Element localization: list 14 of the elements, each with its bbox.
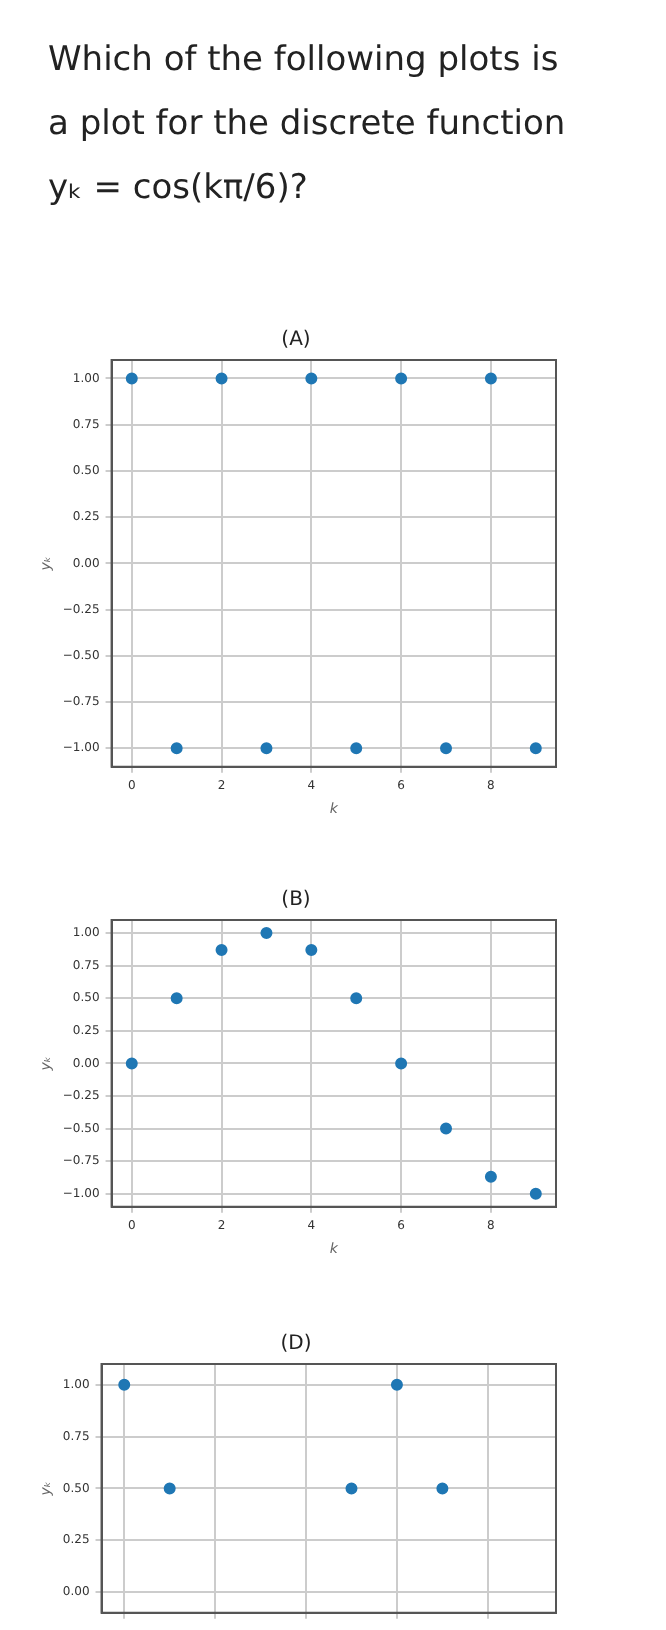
point xyxy=(440,1122,453,1135)
point xyxy=(170,992,183,1005)
point xyxy=(305,943,318,956)
point xyxy=(125,1057,138,1070)
point xyxy=(395,1057,408,1070)
chart-title: (D) xyxy=(280,1333,312,1356)
chart-title: (B) xyxy=(281,889,311,912)
point xyxy=(529,1187,542,1200)
chart-title: Which of the following plots is a plot for the discrete function yₖ = cos(kπ/6)? xyxy=(46,38,568,212)
point xyxy=(260,927,273,940)
point xyxy=(484,1170,497,1183)
chart-subtitle: (A) xyxy=(281,329,311,352)
point xyxy=(350,992,363,1005)
point xyxy=(215,943,228,956)
